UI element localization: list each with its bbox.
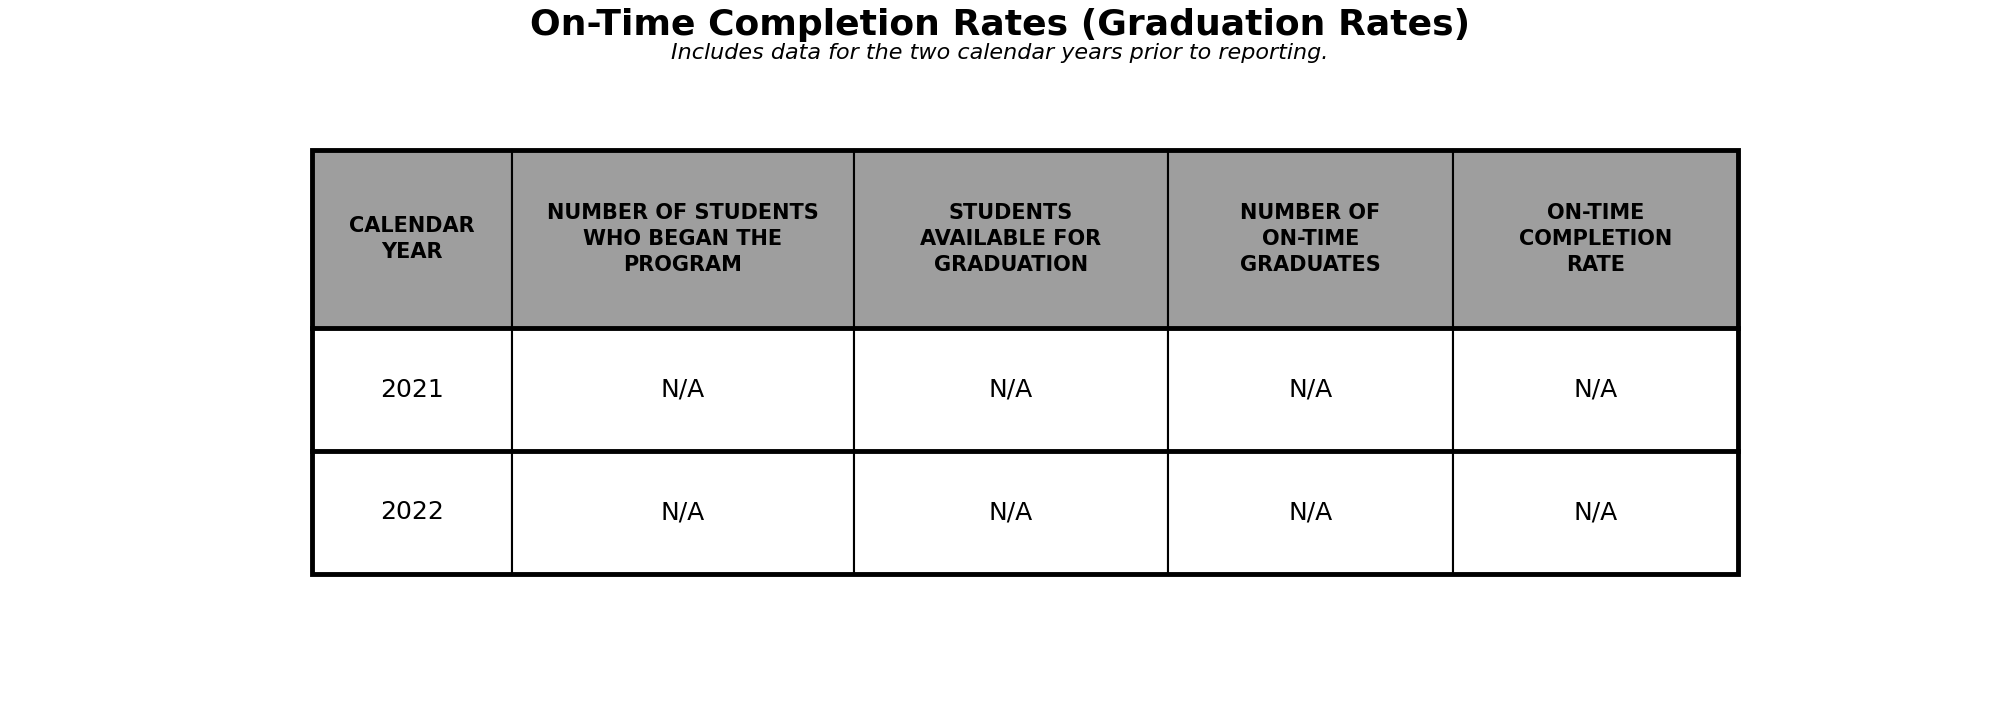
- Bar: [1168, 451, 1452, 574]
- Text: CALENDAR
YEAR: CALENDAR YEAR: [350, 216, 474, 262]
- Text: Includes data for the two calendar years prior to reporting.: Includes data for the two calendar years…: [672, 43, 1328, 63]
- Text: N/A: N/A: [1288, 501, 1332, 525]
- Bar: [312, 150, 1738, 574]
- Text: 2022: 2022: [380, 501, 444, 525]
- Text: NUMBER OF STUDENTS
WHO BEGAN THE
PROGRAM: NUMBER OF STUDENTS WHO BEGAN THE PROGRAM: [546, 203, 818, 275]
- Bar: [512, 451, 854, 574]
- Bar: [312, 328, 512, 451]
- Bar: [1452, 150, 1738, 328]
- Bar: [1452, 328, 1738, 451]
- Bar: [1168, 150, 1452, 328]
- Bar: [1168, 328, 1452, 451]
- Text: ON-TIME
COMPLETION
RATE: ON-TIME COMPLETION RATE: [1518, 203, 1672, 275]
- Text: 2021: 2021: [380, 378, 444, 402]
- Text: N/A: N/A: [1574, 501, 1618, 525]
- Text: N/A: N/A: [660, 378, 704, 402]
- Bar: [512, 150, 854, 328]
- Bar: [1452, 451, 1738, 574]
- Bar: [312, 451, 512, 574]
- Text: On-Time Completion Rates (Graduation Rates): On-Time Completion Rates (Graduation Rat…: [530, 8, 1470, 42]
- Bar: [854, 451, 1168, 574]
- Bar: [312, 150, 512, 328]
- Text: N/A: N/A: [988, 378, 1032, 402]
- Bar: [512, 328, 854, 451]
- Text: N/A: N/A: [660, 501, 704, 525]
- Text: N/A: N/A: [988, 501, 1032, 525]
- Text: N/A: N/A: [1574, 378, 1618, 402]
- Text: N/A: N/A: [1288, 378, 1332, 402]
- Bar: [854, 328, 1168, 451]
- Text: STUDENTS
AVAILABLE FOR
GRADUATION: STUDENTS AVAILABLE FOR GRADUATION: [920, 203, 1102, 275]
- Bar: [854, 150, 1168, 328]
- Text: NUMBER OF
ON-TIME
GRADUATES: NUMBER OF ON-TIME GRADUATES: [1240, 203, 1380, 275]
